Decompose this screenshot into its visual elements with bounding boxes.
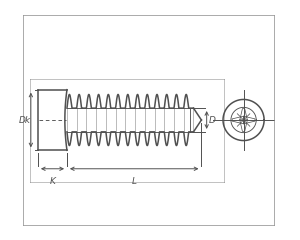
Text: K: K [50,177,56,186]
Text: L: L [132,177,137,186]
Text: Dk: Dk [19,115,31,125]
Text: D: D [208,115,215,125]
